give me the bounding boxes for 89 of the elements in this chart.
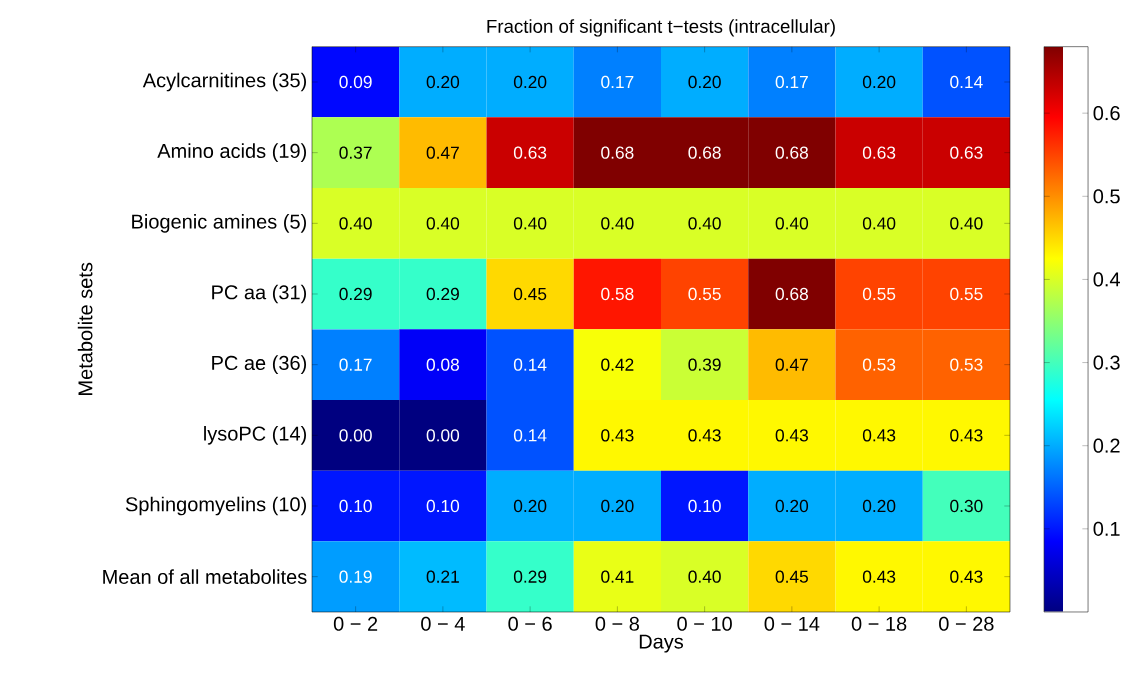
- data-label: 0.20: [862, 499, 896, 513]
- y-tick-label: PC ae (36): [212, 355, 307, 374]
- x-tick-label: 0 − 10: [677, 616, 732, 631]
- data-label: 0.29: [339, 287, 372, 301]
- data-label: 0.40: [339, 217, 372, 230]
- data-label: 0.43: [862, 429, 896, 442]
- color-bar-label: 0.2: [1093, 438, 1120, 453]
- data-label: 0.08: [426, 358, 459, 371]
- data-label: 0.53: [950, 358, 983, 371]
- data-label: 0.17: [775, 75, 808, 89]
- data-label: 0.39: [688, 358, 721, 371]
- data-label: 0.40: [862, 217, 896, 230]
- data-label: 0.45: [513, 287, 547, 301]
- data-label: 0.68: [688, 146, 721, 159]
- data-label: 0.58: [601, 287, 634, 301]
- data-label: 0.47: [426, 146, 459, 159]
- data-label: 0.17: [339, 358, 372, 371]
- y-tick-label: Mean of all metabolites: [103, 569, 307, 584]
- x-tick-label: 0 − 14: [764, 616, 820, 631]
- data-label: 0.30: [950, 499, 983, 513]
- x-tick-label: 0 − 18: [851, 616, 907, 631]
- data-label: 0.20: [601, 499, 634, 513]
- data-label: 0.14: [513, 429, 547, 442]
- data-label: 0.20: [513, 499, 547, 513]
- x-tick-label: 0 − 6: [508, 616, 552, 631]
- data-label: 0.10: [426, 499, 460, 513]
- color-bar-label: 0.4: [1093, 272, 1120, 287]
- data-label: 0.19: [339, 570, 372, 583]
- y-tick-label: Sphingomyelins (10): [125, 496, 306, 516]
- data-label: 0.43: [688, 429, 721, 442]
- data-label: 0.37: [339, 146, 372, 159]
- data-label: 0.55: [862, 287, 896, 301]
- data-label: 0.68: [775, 287, 808, 301]
- data-label: 0.09: [339, 75, 372, 89]
- x-tick-label: 0 − 8: [595, 616, 639, 631]
- data-label: 0.21: [426, 570, 459, 583]
- data-label: 0.43: [950, 570, 983, 583]
- data-label: 0.43: [950, 429, 983, 442]
- data-label: 0.14: [950, 75, 983, 89]
- color-bar-label: 0.3: [1093, 355, 1120, 370]
- data-label: 0.20: [688, 75, 721, 89]
- data-label: 0.43: [862, 570, 896, 583]
- data-label: 0.63: [950, 146, 983, 159]
- data-label: 0.41: [601, 570, 634, 583]
- data-label: 0.45: [775, 570, 809, 583]
- data-label: 0.40: [775, 217, 809, 230]
- y-axis-title: Metabolite sets: [77, 262, 93, 395]
- color-bar-label: 0.6: [1093, 106, 1120, 121]
- data-label: 0.40: [688, 217, 721, 230]
- data-label: 0.17: [601, 75, 634, 89]
- data-label: 0.29: [426, 287, 459, 301]
- data-label: 0.00: [426, 429, 460, 442]
- data-label: 0.40: [950, 217, 983, 230]
- data-label: 0.20: [862, 75, 896, 89]
- y-tick-label: Amino acids (19): [157, 143, 307, 162]
- data-label: 0.47: [775, 358, 808, 371]
- data-label: 0.14: [513, 358, 547, 371]
- y-tick-label: Biogenic amines (5): [132, 214, 306, 233]
- chart-title: Fraction of significant t−tests (intracellular): [487, 19, 835, 37]
- x-tick-label: 0 − 2: [333, 616, 378, 631]
- data-label: 0.55: [688, 287, 721, 301]
- data-label: 0.68: [775, 146, 808, 159]
- data-label: 0.43: [601, 429, 634, 442]
- y-tick-label: Acylcarnitines (35): [142, 72, 307, 92]
- data-label: 0.53: [862, 358, 896, 371]
- x-axis-title: Days: [639, 634, 684, 653]
- color-bar-label: 0.1: [1093, 521, 1120, 536]
- data-label: 0.55: [950, 287, 983, 301]
- data-label: 0.40: [513, 217, 547, 230]
- data-label: 0.43: [775, 429, 808, 442]
- data-label: 0.29: [513, 570, 547, 583]
- data-label: 0.68: [601, 146, 634, 159]
- data-label: 0.63: [862, 146, 896, 159]
- data-label: 0.10: [688, 499, 721, 513]
- y-tick-label: lysoPC (14): [204, 426, 307, 445]
- color-bar-label: 0.5: [1093, 189, 1120, 204]
- x-tick-label: 0 − 4: [421, 616, 465, 631]
- data-label: 0.20: [775, 499, 809, 513]
- data-label: 0.40: [601, 217, 634, 230]
- data-label: 0.00: [339, 429, 372, 442]
- data-label: 0.40: [426, 217, 460, 230]
- data-label: 0.40: [688, 570, 721, 583]
- data-label: 0.20: [426, 75, 460, 89]
- data-label: 0.10: [339, 499, 372, 513]
- data-label: 0.20: [513, 75, 547, 89]
- data-label: 0.63: [513, 146, 547, 159]
- x-tick-label: 0 − 28: [939, 616, 994, 631]
- y-tick-label: PC aa (31): [212, 284, 307, 304]
- data-label: 0.42: [601, 358, 634, 371]
